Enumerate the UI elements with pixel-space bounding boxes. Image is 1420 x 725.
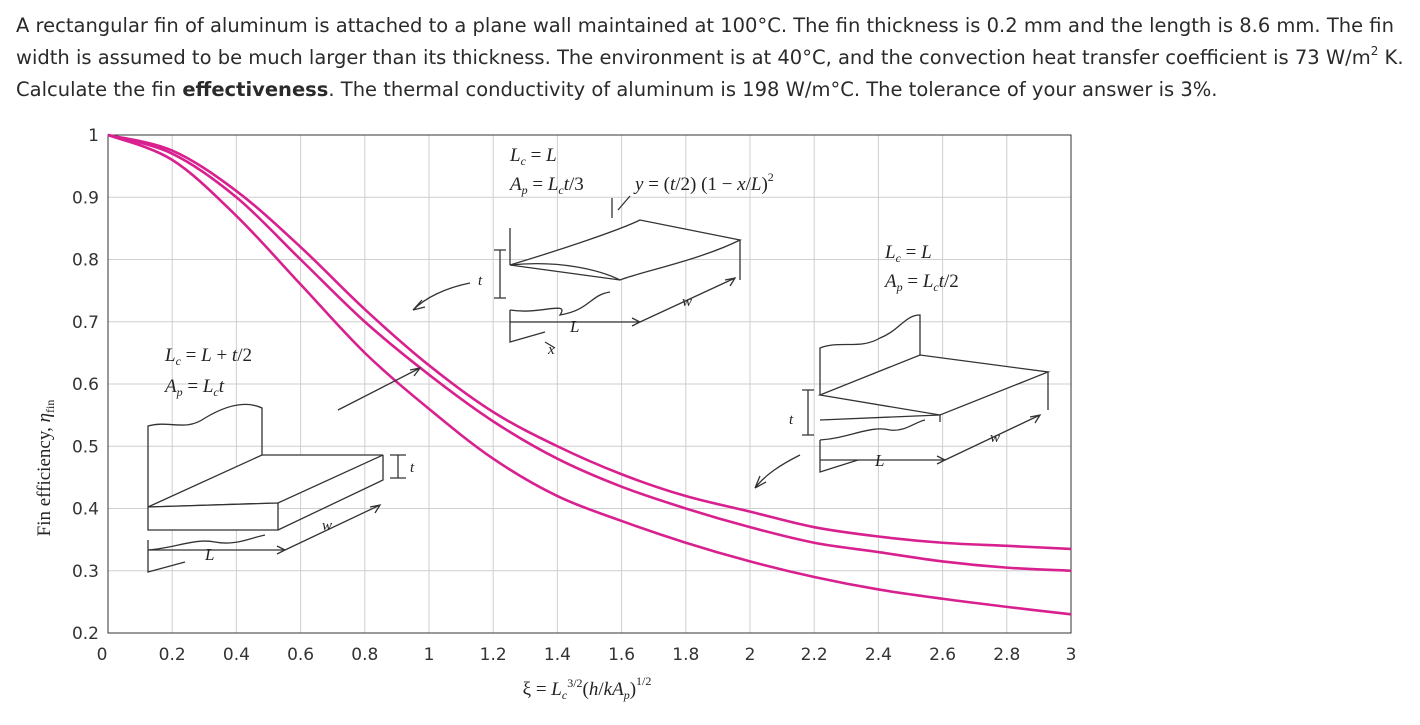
right-ap-label: Ap = Lct/2: [883, 271, 959, 294]
question-part2: K. Calculate the fin: [16, 46, 1404, 101]
question-superscript: 2: [1370, 43, 1379, 58]
question-bold-term: effectiveness: [182, 78, 329, 101]
fin-efficiency-chart: 0 0.2 0.4 0.6 0.8 1 1.2 1.4 1.6 1.8 2 2.2 2.4 2.6 2.8 3…: [34, 126, 1077, 702]
right-l-symbol: L: [874, 451, 884, 470]
right-fin-annotation: Lc = L Ap = Lct/2 t w L: [754, 242, 1051, 489]
x-tick-labels: 0 0.2 0.4 0.6 0.8 1 1.2 1.4 1.6 1.8 2 2.2 2.4 2.6 2.8 3: [97, 645, 1077, 665]
y-tick-label: 1: [88, 126, 99, 146]
left-t-symbol: t: [410, 460, 415, 476]
top-w-symbol: w: [682, 294, 692, 310]
question-text: A rectangular fin of aluminum is attache…: [16, 10, 1406, 106]
x-tick-label: 0: [97, 645, 108, 665]
y-tick-label: 0.7: [72, 313, 99, 333]
top-l-symbol: L: [569, 317, 579, 336]
left-l-symbol: L: [204, 545, 214, 564]
x-tick-label: 1.6: [608, 645, 635, 665]
top-t-symbol: t: [478, 273, 483, 289]
left-w-symbol: w: [322, 518, 332, 534]
right-lc-label: Lc = L: [884, 242, 932, 265]
x-tick-label: 0.8: [351, 645, 378, 665]
top-lc-label: Lc = L: [509, 145, 557, 168]
question-part3: . The thermal conductivity of aluminum i…: [328, 78, 1218, 101]
x-tick-label: 0.2: [159, 645, 186, 665]
y-tick-label: 0.5: [72, 437, 99, 457]
x-tick-label: 1.8: [672, 645, 699, 665]
efficiency-curves: [107, 133, 1072, 616]
x-tick-label: 3: [1066, 645, 1077, 665]
x-tick-label: 2.6: [929, 645, 956, 665]
efficiency-curve-2: [107, 133, 1072, 573]
y-tick-label: 0.6: [72, 375, 99, 395]
y-tick-label: 0.2: [72, 624, 99, 644]
y-tick-labels: 0.2 0.3 0.4 0.5 0.6 0.7 0.8 0.9 1: [72, 126, 99, 644]
x-tick-label: 1.4: [544, 645, 571, 665]
y-tick-label: 0.3: [72, 562, 99, 582]
x-tick-label: 2: [745, 645, 756, 665]
triangular-fin-annotation: Lc = L Ap = Lct/3 y = (t/2) (1 − x/L)2 t…: [412, 145, 774, 358]
right-t-symbol: t: [789, 412, 794, 428]
y-tick-label: 0.8: [72, 251, 99, 271]
left-lc-label: Lc = L + t/2: [164, 345, 252, 368]
question-part1: A rectangular fin of aluminum is attache…: [16, 14, 1394, 69]
x-tick-label: 2.2: [801, 645, 828, 665]
x-tick-label: 0.6: [287, 645, 314, 665]
x-axis-label: ξ = Lc3/2(h/kAp)1/2: [523, 674, 652, 702]
plot-frame: [107, 134, 1072, 634]
x-tick-label: 1.2: [480, 645, 507, 665]
right-w-symbol: w: [990, 430, 1000, 446]
top-ap-label: Ap = Lct/3: [508, 174, 584, 197]
y-axis-label: Fin efficiency, ηfin: [34, 400, 57, 537]
x-tick-label: 1: [424, 645, 435, 665]
top-profile-equation: y = (t/2) (1 − x/L)2: [633, 170, 774, 195]
left-fin-annotation: Lc = L + t/2 Ap = Lct t w L: [147, 345, 422, 573]
y-tick-label: 0.9: [72, 188, 99, 208]
left-ap-label: Ap = Lct: [163, 376, 225, 399]
efficiency-curve-1: [107, 133, 1072, 551]
y-tick-label: 0.4: [72, 500, 99, 520]
x-tick-label: 2.8: [993, 645, 1020, 665]
top-x-symbol: x: [547, 342, 555, 358]
x-tick-label: 0.4: [223, 645, 250, 665]
x-tick-label: 2.4: [865, 645, 892, 665]
efficiency-curve-3: [107, 133, 1072, 616]
